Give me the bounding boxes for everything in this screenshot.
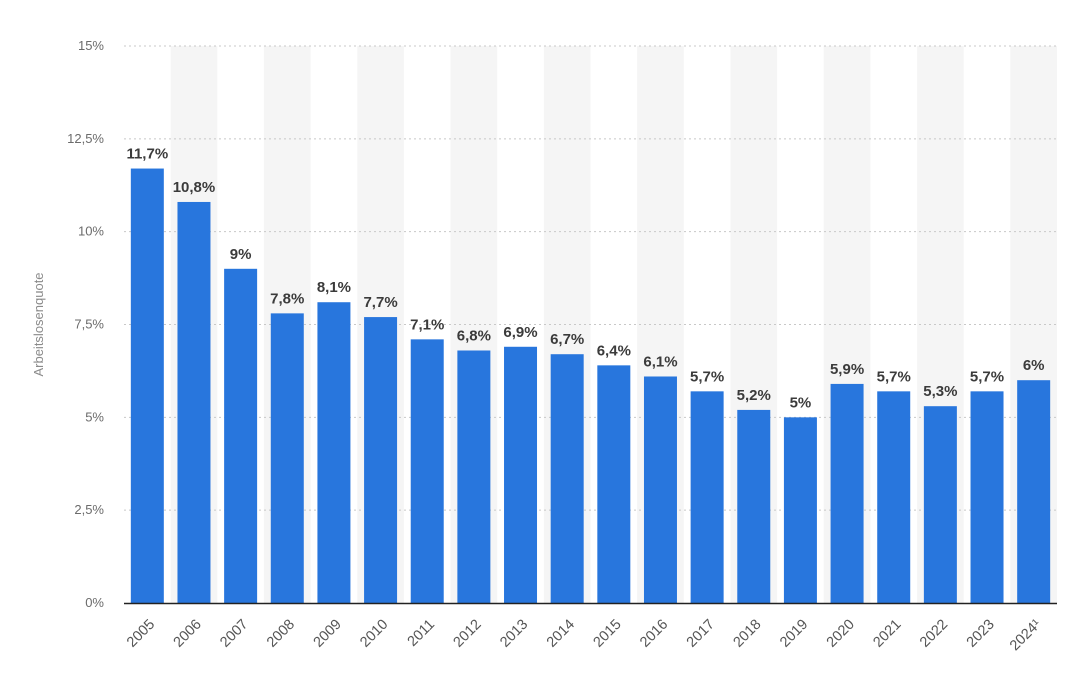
data-label: 6%	[1023, 357, 1045, 374]
y-axis-ticks: 0% 2,5% 5% 7,5% 10% 12,5% 15%	[67, 38, 104, 610]
data-label: 6,8%	[457, 327, 491, 344]
bar[interactable]	[970, 391, 1004, 603]
bar[interactable]	[504, 346, 538, 603]
bar[interactable]	[224, 268, 258, 603]
data-label: 6,9%	[503, 324, 537, 341]
x-tick-label: 2019	[777, 617, 811, 651]
data-label: 6,7%	[550, 331, 584, 348]
value-labels: 11,7% 10,8% 9% 7,8% 8,1% 7,7% 7,1% 6,8% 6,9% 6,7%…	[126, 146, 1044, 412]
x-tick-label: 2020	[824, 617, 858, 651]
x-tick-label: 2018	[730, 617, 764, 651]
data-label: 7,8%	[270, 290, 304, 307]
y-tick-label: 15%	[78, 38, 104, 53]
bar[interactable]	[1017, 380, 1051, 603]
bar[interactable]	[130, 168, 164, 604]
data-label: 11,7%	[126, 146, 168, 163]
data-label: 8,1%	[317, 279, 351, 296]
x-axis-labels: 2005 2006 2007 2008 2009 2010 2011 2012 2013 2014…	[124, 616, 1045, 654]
x-tick-label: 2010	[357, 617, 391, 651]
x-tick-label: 2012	[451, 617, 485, 651]
data-label: 5,9%	[830, 361, 864, 378]
data-label: 5,2%	[737, 387, 771, 404]
bar[interactable]	[923, 406, 957, 603]
data-label: 5,7%	[970, 368, 1004, 385]
bar[interactable]	[877, 391, 911, 603]
x-tick-label: 2013	[497, 617, 531, 651]
x-tick-label: 2015	[591, 617, 625, 651]
y-tick-label: 10%	[78, 224, 104, 239]
bar[interactable]	[783, 417, 817, 603]
x-tick-label: 2016	[637, 617, 671, 651]
bar[interactable]	[550, 354, 584, 603]
y-tick-label: 5%	[85, 409, 104, 424]
bar[interactable]	[410, 339, 444, 603]
data-label: 6,1%	[643, 353, 677, 370]
x-tick-label: 2024¹	[1007, 616, 1045, 654]
bar[interactable]	[643, 376, 677, 603]
bar[interactable]	[317, 302, 351, 603]
bar[interactable]	[457, 350, 491, 603]
bars	[130, 168, 1051, 604]
data-label: 7,1%	[410, 316, 444, 333]
bar[interactable]	[690, 391, 724, 603]
data-label: 5%	[790, 394, 812, 411]
data-label: 10,8%	[173, 179, 216, 196]
x-tick-label: 2009	[311, 617, 345, 651]
data-label: 7,7%	[363, 294, 397, 311]
x-tick-label: 2014	[544, 617, 578, 651]
y-tick-label: 12,5%	[67, 131, 104, 146]
data-label: 5,7%	[690, 368, 724, 385]
data-label: 5,7%	[877, 368, 911, 385]
y-tick-label: 2,5%	[74, 502, 104, 517]
bar[interactable]	[177, 201, 211, 603]
y-tick-label: 0%	[85, 595, 104, 610]
y-tick-label: 7,5%	[74, 317, 104, 332]
data-label: 6,4%	[597, 342, 631, 359]
x-tick-label: 2007	[217, 617, 251, 651]
bar[interactable]	[830, 383, 864, 603]
data-label: 5,3%	[923, 383, 957, 400]
x-tick-label: 2005	[124, 617, 158, 651]
x-tick-label: 2023	[964, 617, 998, 651]
x-tick-label: 2022	[917, 617, 951, 651]
x-tick-label: 2006	[171, 617, 205, 651]
bar[interactable]	[597, 365, 631, 603]
bar[interactable]	[737, 409, 771, 603]
data-label: 9%	[230, 246, 252, 263]
x-tick-label: 2008	[264, 617, 298, 651]
y-axis-title: Arbeitslosenquote	[31, 272, 46, 376]
bar[interactable]	[364, 317, 398, 603]
x-tick-label: 2021	[870, 617, 904, 651]
x-tick-label: 2017	[684, 617, 718, 651]
bar[interactable]	[270, 313, 304, 603]
x-tick-label: 2011	[405, 617, 438, 650]
